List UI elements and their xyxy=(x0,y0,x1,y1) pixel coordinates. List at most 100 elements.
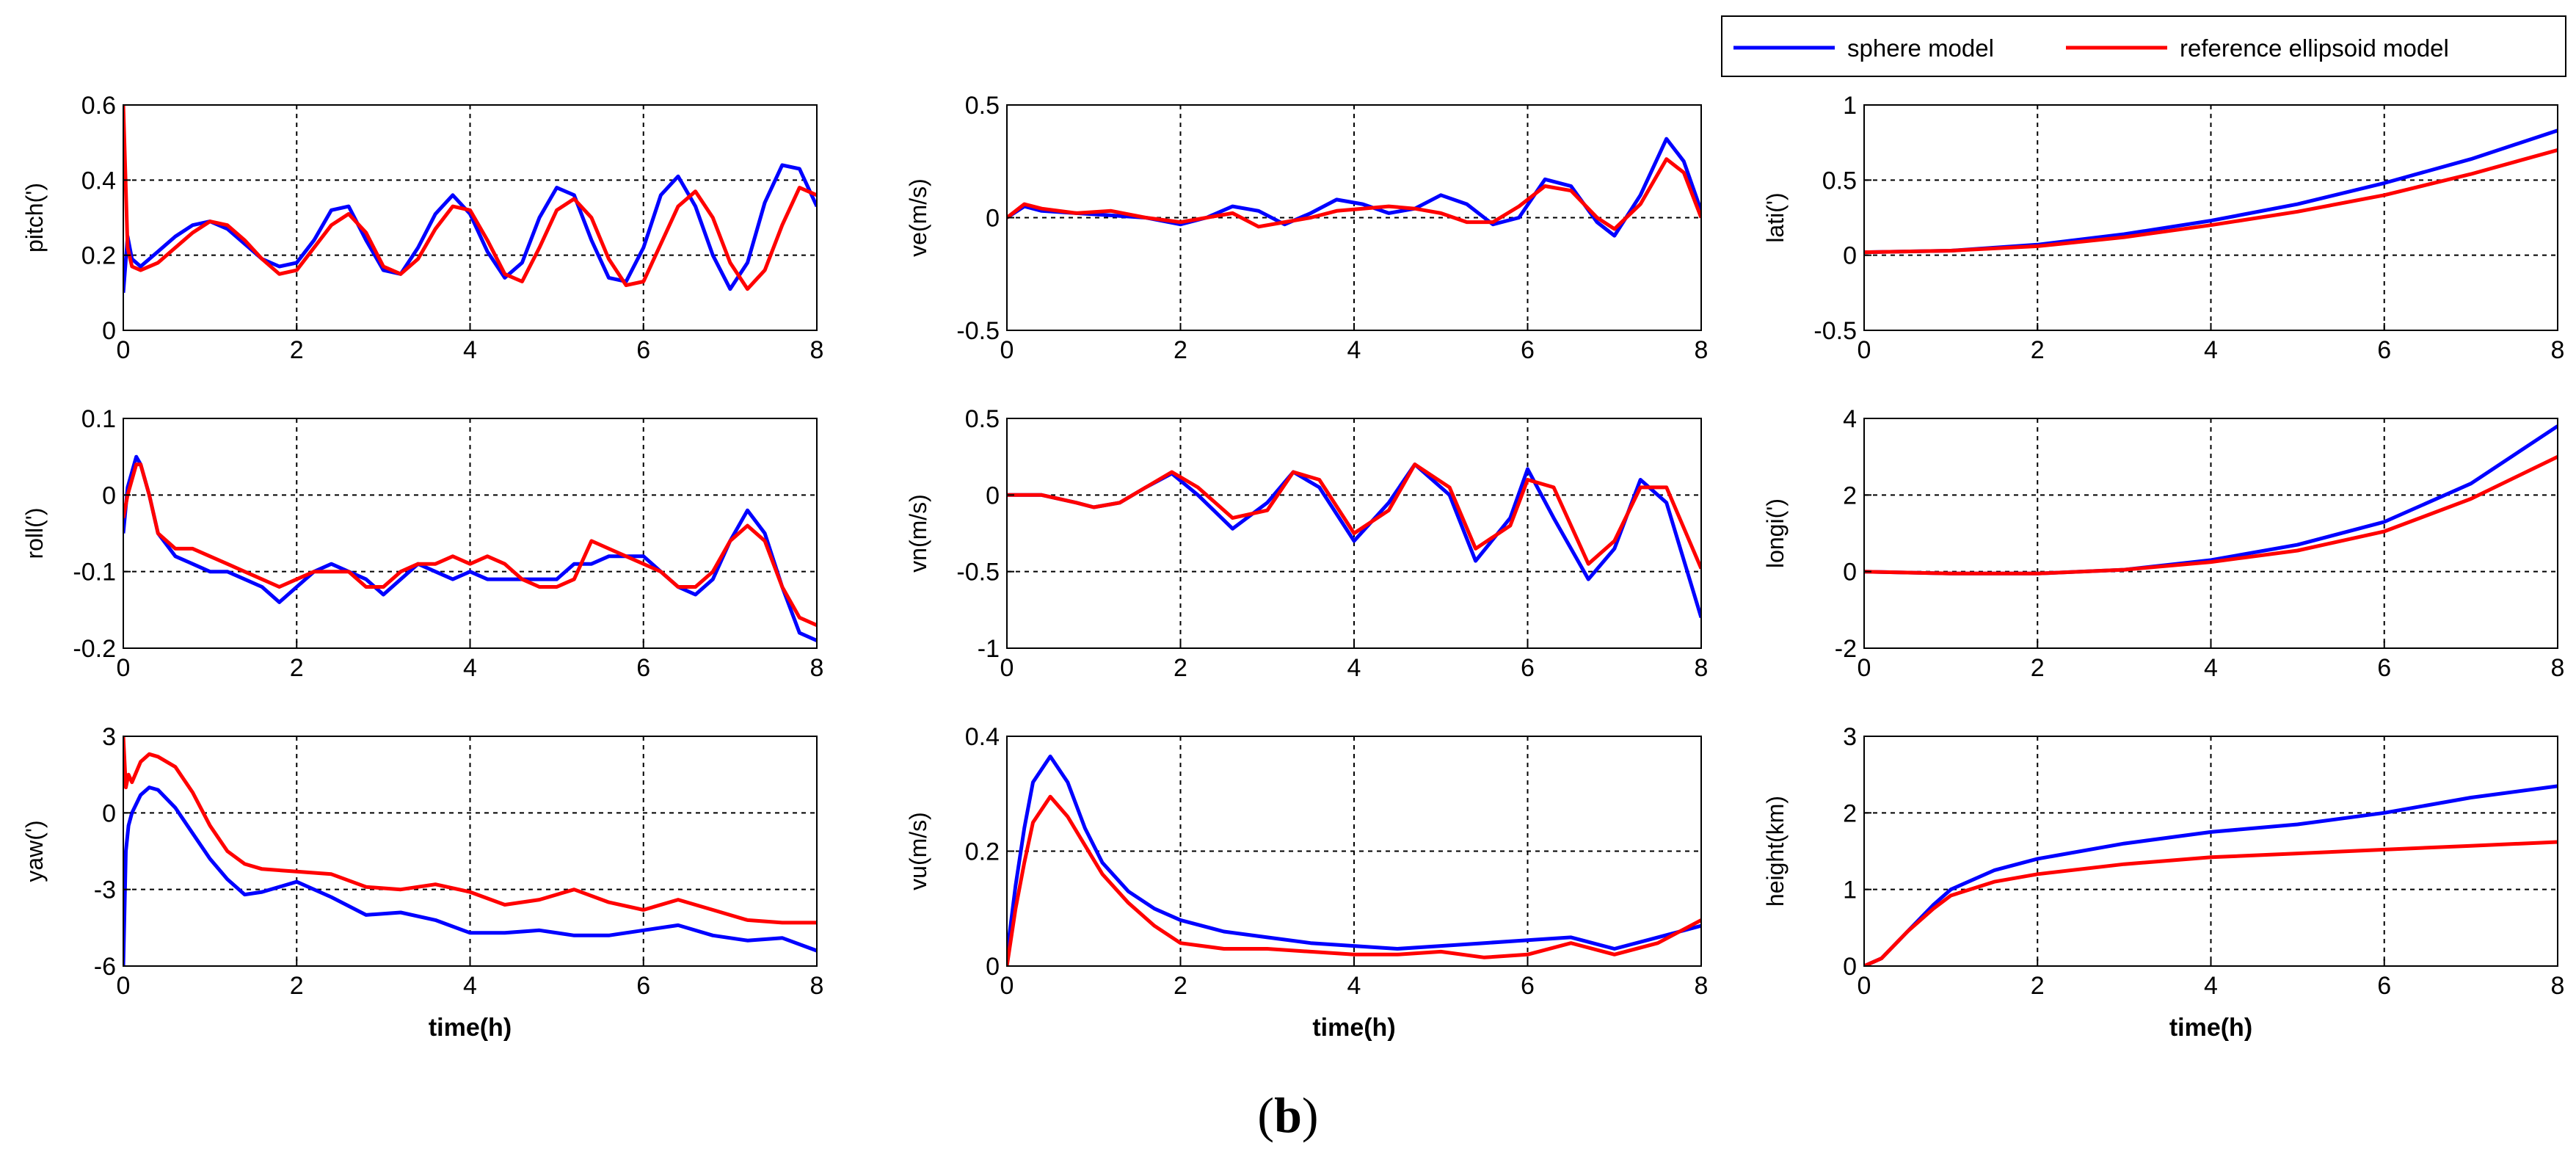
x-tick-label: 4 xyxy=(463,972,477,1000)
x-tick-label: 6 xyxy=(1521,336,1535,364)
y-axis-label: vu(m/s) xyxy=(905,812,931,890)
series-line-sphere xyxy=(123,454,817,642)
y-tick-label: 1 xyxy=(1843,92,1857,120)
subplot-0: 0 2 4 6 8 0 0.2 0.4 0.6 pitch(') xyxy=(21,92,823,364)
y-tick-label: 0 xyxy=(1843,242,1857,270)
x-tick-label: 0 xyxy=(1000,654,1014,682)
x-tick-label: 2 xyxy=(290,972,304,1000)
x-tick-label: 4 xyxy=(1347,972,1361,1000)
x-tick-label: 2 xyxy=(1174,336,1187,364)
x-axis-label: time(h) xyxy=(2169,1014,2252,1042)
x-tick-label: 8 xyxy=(810,654,824,682)
legend-label-ellipsoid: reference ellipsoid model xyxy=(2180,35,2449,62)
y-tick-label: -0.5 xyxy=(956,317,1000,345)
x-tick-label: 0 xyxy=(1858,654,1871,682)
series-line-ellipsoid xyxy=(1007,794,1701,966)
y-tick-label: -3 xyxy=(94,876,116,904)
y-tick-label: -1 xyxy=(978,635,1000,663)
y-tick-label: 3 xyxy=(102,723,116,751)
y-tick-label: 3 xyxy=(1843,723,1857,751)
series-line-ellipsoid xyxy=(1864,454,2558,576)
x-tick-label: 4 xyxy=(463,654,477,682)
x-tick-label: 2 xyxy=(1174,972,1187,1000)
y-axis-label: height(km) xyxy=(1762,796,1789,907)
x-tick-label: 0 xyxy=(1000,972,1014,1000)
series-line-ellipsoid xyxy=(123,736,817,925)
y-tick-label: 2 xyxy=(1843,799,1857,827)
y-tick-label: 0.5 xyxy=(1822,167,1857,195)
x-tick-label: 0 xyxy=(117,336,131,364)
x-tick-label: 8 xyxy=(810,972,824,1000)
y-tick-label: 0.6 xyxy=(81,92,116,120)
x-tick-label: 8 xyxy=(810,336,824,364)
y-axis-label: yaw(') xyxy=(21,820,48,882)
subplot-background xyxy=(1864,105,2558,330)
x-tick-label: 6 xyxy=(1521,654,1535,682)
y-tick-label: 0.1 xyxy=(81,405,116,433)
y-tick-label: -0.2 xyxy=(73,635,116,663)
x-tick-label: 2 xyxy=(290,654,304,682)
x-tick-label: 0 xyxy=(1858,336,1871,364)
subplot-3: 0 2 4 6 8 -0.2 -0.1 0 0.1 roll(') xyxy=(21,405,823,682)
y-tick-label: 0.2 xyxy=(965,838,1000,866)
subplot-4: 0 2 4 6 8 -1 -0.5 0 0.5 vn(m/s) xyxy=(905,405,1708,682)
y-axis-label: ve(m/s) xyxy=(905,178,931,257)
y-tick-label: 0 xyxy=(102,482,116,509)
x-tick-label: 0 xyxy=(117,654,131,682)
y-tick-label: 0 xyxy=(986,482,1000,509)
x-tick-label: 2 xyxy=(290,336,304,364)
x-tick-label: 6 xyxy=(2377,654,2391,682)
series-line-ellipsoid xyxy=(1864,148,2558,255)
y-tick-label: 0 xyxy=(1843,559,1857,587)
x-tick-label: 6 xyxy=(2377,336,2391,364)
x-tick-label: 6 xyxy=(1521,972,1535,1000)
series-line-sphere xyxy=(1007,754,1701,955)
series-line-ellipsoid xyxy=(123,462,817,627)
x-tick-label: 0 xyxy=(117,972,131,1000)
x-tick-label: 2 xyxy=(1174,654,1187,682)
x-tick-label: 2 xyxy=(2031,972,2045,1000)
x-tick-label: 6 xyxy=(636,654,650,682)
y-axis-label: roll(') xyxy=(21,507,48,559)
x-tick-label: 8 xyxy=(1695,972,1709,1000)
y-tick-label: 0 xyxy=(102,317,116,345)
x-tick-label: 6 xyxy=(636,336,650,364)
y-tick-label: 4 xyxy=(1843,405,1857,433)
x-tick-label: 4 xyxy=(2204,336,2218,364)
x-tick-label: 4 xyxy=(1347,336,1361,364)
x-axis-label: time(h) xyxy=(1312,1014,1395,1042)
subplot-8: 0 2 4 6 8 0 1 2 3 height(km) time(h) xyxy=(1762,723,2564,1042)
legend-label-sphere: sphere model xyxy=(1847,35,1994,62)
x-tick-label: 2 xyxy=(2031,336,2045,364)
y-axis-label: vn(m/s) xyxy=(905,494,931,573)
x-tick-label: 6 xyxy=(2377,972,2391,1000)
y-axis-label: longi(') xyxy=(1762,498,1789,568)
y-tick-label: 0 xyxy=(986,205,1000,233)
x-tick-label: 6 xyxy=(636,972,650,1000)
y-axis-label: pitch(') xyxy=(21,183,48,253)
legend: sphere model reference ellipsoid model xyxy=(1721,15,2566,77)
x-tick-label: 0 xyxy=(1858,972,1871,1000)
y-axis-label: lati(') xyxy=(1762,192,1789,242)
y-tick-label: 0 xyxy=(1843,953,1857,981)
y-tick-label: 0 xyxy=(986,953,1000,981)
y-tick-label: -2 xyxy=(1835,635,1857,663)
y-tick-label: 1 xyxy=(1843,876,1857,904)
x-tick-label: 8 xyxy=(2551,654,2565,682)
x-tick-label: 4 xyxy=(463,336,477,364)
x-tick-label: 8 xyxy=(1695,336,1709,364)
y-tick-label: 2 xyxy=(1843,482,1857,509)
figure-caption: (b) xyxy=(1257,1087,1319,1143)
subplot-6: 0 2 4 6 8 -6 -3 0 3 yaw(') time(h) xyxy=(21,723,823,1042)
caption-letter: b xyxy=(1274,1087,1302,1143)
x-axis-label: time(h) xyxy=(429,1014,512,1042)
x-tick-label: 0 xyxy=(1000,336,1014,364)
x-tick-label: 4 xyxy=(1347,654,1361,682)
x-tick-label: 4 xyxy=(2204,972,2218,1000)
series-line-ellipsoid xyxy=(1007,157,1701,231)
